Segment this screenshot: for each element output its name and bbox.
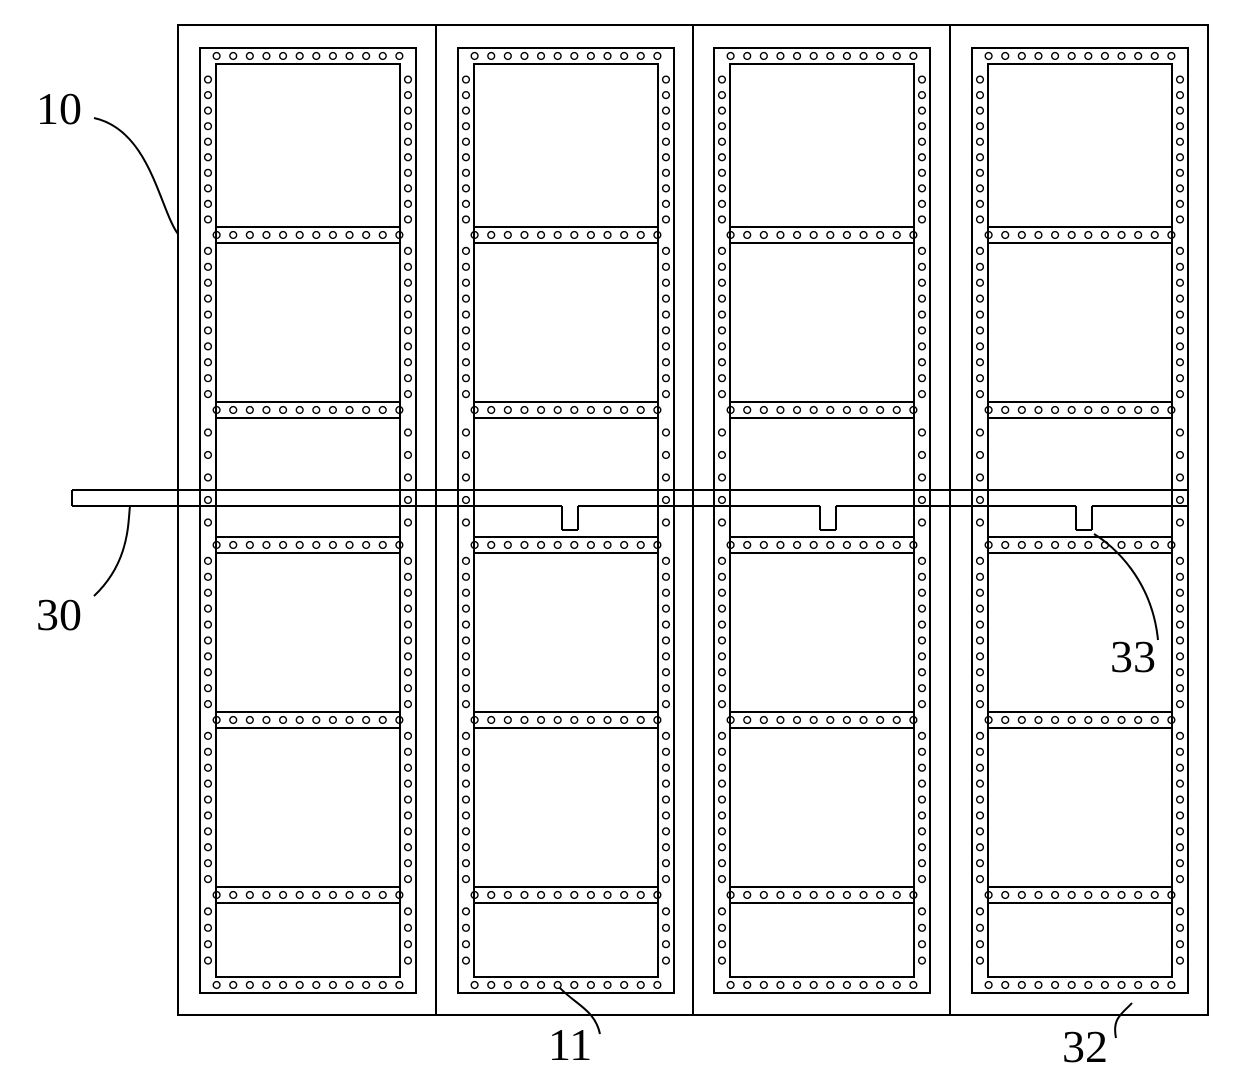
panel-outer-2 (714, 48, 930, 993)
panel-outer-3 (972, 48, 1188, 993)
panel-inner-1 (474, 64, 658, 977)
label-10: 10 (36, 83, 82, 134)
leader-32 (1115, 1003, 1132, 1038)
label-33: 33 (1110, 631, 1156, 682)
label-32: 32 (1062, 1021, 1108, 1068)
leader-33 (1094, 534, 1158, 640)
panel-inner-0 (216, 64, 400, 977)
panel-outer-1 (458, 48, 674, 993)
leader-30 (94, 506, 130, 596)
panel-inner-3 (988, 64, 1172, 977)
panel-outer-0 (200, 48, 416, 993)
panel-inner-2 (730, 64, 914, 977)
leader-10 (94, 118, 178, 234)
label-30: 30 (36, 589, 82, 640)
label-11: 11 (548, 1019, 592, 1068)
